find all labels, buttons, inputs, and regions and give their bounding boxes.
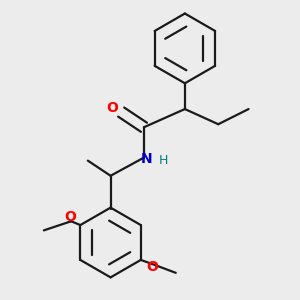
- Text: H: H: [159, 154, 168, 167]
- Text: O: O: [106, 101, 118, 116]
- Text: O: O: [64, 210, 76, 224]
- Text: N: N: [141, 152, 153, 166]
- Text: O: O: [146, 260, 158, 274]
